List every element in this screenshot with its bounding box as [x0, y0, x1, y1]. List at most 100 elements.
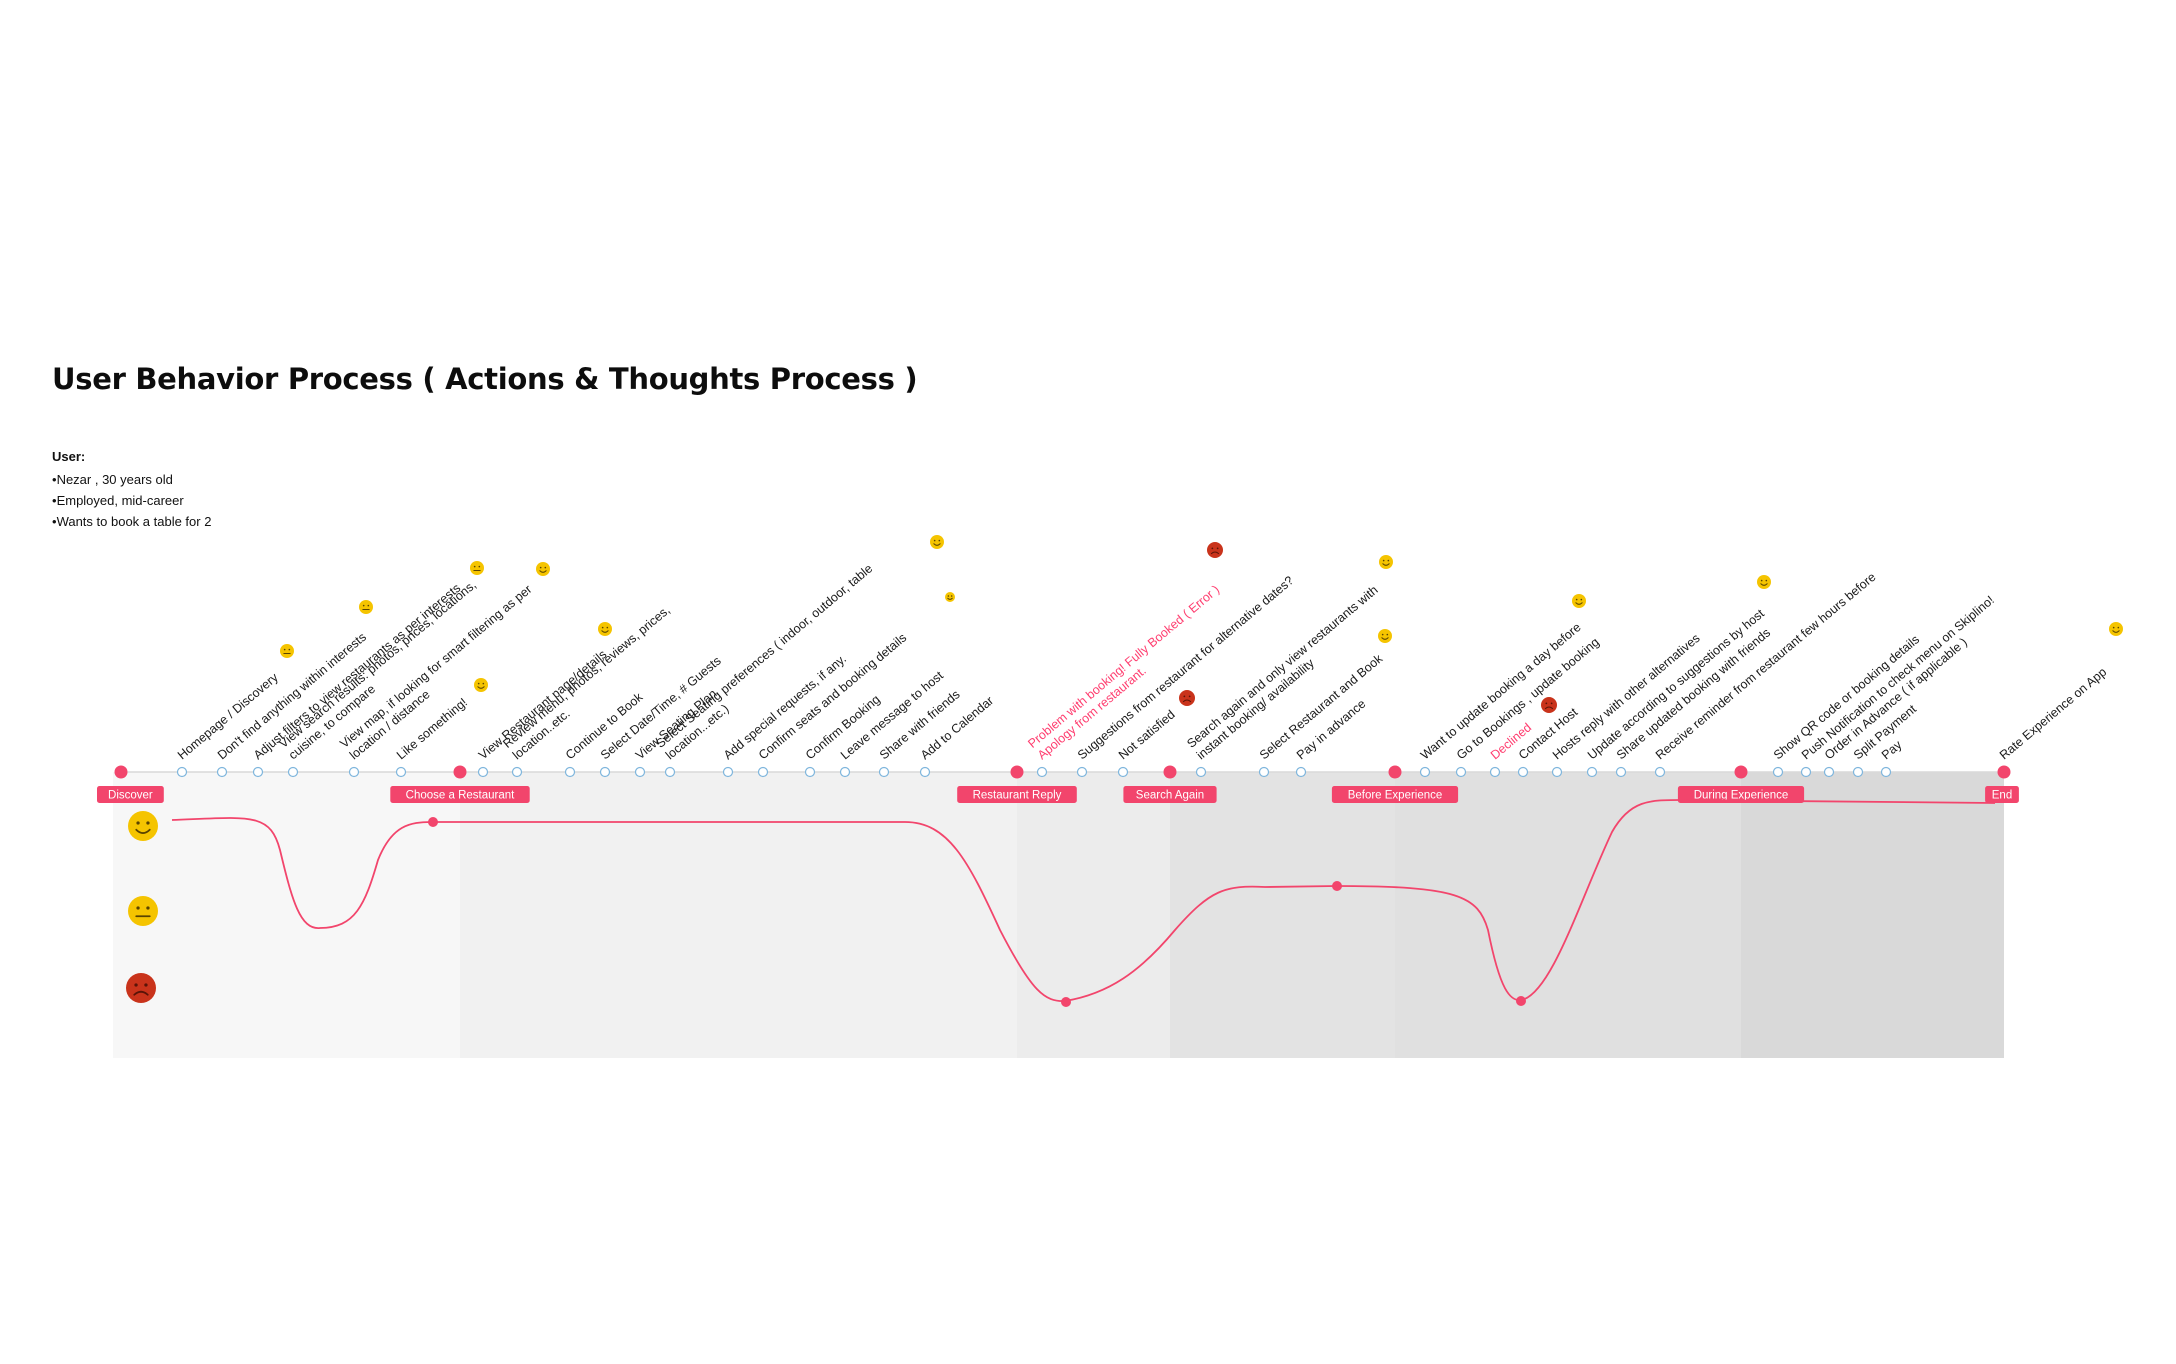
step-dot [878, 766, 890, 778]
step-dot [1295, 766, 1307, 778]
step-dot [1551, 766, 1563, 778]
step-dot [252, 766, 264, 778]
phase-marker: Choose a Restaurant [390, 765, 530, 803]
step-dot [511, 766, 523, 778]
step-label: Select Seating preferences ( indoor, out… [653, 561, 885, 762]
phase-marker: Search Again [1123, 765, 1217, 803]
phase-marker: Before Experience [1331, 765, 1459, 803]
step-dot [1036, 766, 1048, 778]
phase-dot [1388, 765, 1402, 779]
phase-pill [1123, 786, 1217, 803]
happy-mood-icon [474, 678, 488, 692]
emotion-point [1516, 996, 1526, 1006]
step-dot [1880, 766, 1892, 778]
emotion-point [428, 817, 438, 827]
step-dot [1517, 766, 1529, 778]
phase-label: Search Again [1136, 790, 1204, 802]
step-dot [664, 766, 676, 778]
journey-step: Pay [1879, 737, 1905, 778]
step-dot [216, 766, 228, 778]
page-title: User Behavior Process ( Actions & Though… [52, 362, 918, 396]
phase-label: Before Experience [1348, 790, 1443, 802]
happy-mood-icon [945, 592, 955, 602]
happy-mood-icon [1757, 575, 1771, 589]
step-dot [1615, 766, 1627, 778]
step-dot [757, 766, 769, 778]
step-dot [348, 766, 360, 778]
step-label: Suggestions from restaurant for alternat… [1075, 573, 1296, 762]
step-dot [1823, 766, 1835, 778]
phase-pill [1677, 786, 1805, 803]
happy-mood-icon [1379, 555, 1393, 569]
emotion-curve [171, 799, 1996, 1002]
step-dot [1800, 766, 1812, 778]
step-dot [1117, 766, 1129, 778]
journey-step: Rate Experience on App [1997, 622, 2123, 762]
user-heading: User: [52, 449, 86, 464]
happy-mood-icon [598, 622, 612, 636]
emotion-point [1061, 997, 1071, 1007]
phase-marker: Discover [97, 765, 164, 803]
phase-dot [1997, 765, 2011, 779]
happy-mood-icon [930, 535, 944, 549]
user-traits: Nezar , 30 years old Employed, mid-caree… [52, 469, 212, 532]
step-dot [804, 766, 816, 778]
emotion-scale [126, 811, 158, 1003]
angry-mood-icon [1541, 697, 1557, 713]
phase-pill [390, 786, 530, 803]
step-dot [564, 766, 576, 778]
angry-face-icon [126, 973, 156, 1003]
step-dot [1654, 766, 1666, 778]
phase-band [1170, 772, 1395, 1058]
user-trait: Wants to book a table for 2 [52, 511, 212, 532]
step-dot [287, 766, 299, 778]
step-dot [1419, 766, 1431, 778]
step-dot [477, 766, 489, 778]
step-dot [1195, 766, 1207, 778]
user-trait: Nezar , 30 years old [52, 469, 211, 490]
step-dot [1586, 766, 1598, 778]
phase-marker: During Experience [1677, 765, 1805, 803]
phase-pill [1331, 786, 1459, 803]
phase-list: Discover Choose a Restaurant Restaurant Re… [97, 765, 2019, 803]
phase-dot [1163, 765, 1177, 779]
happy-mood-icon [536, 562, 550, 576]
user-trait: Employed, mid-career [52, 490, 211, 511]
step-dot [395, 766, 407, 778]
user-profile: User: Nezar , 30 years old Employed, mid… [52, 446, 211, 532]
step-dot [1772, 766, 1784, 778]
phase-label: During Experience [1694, 790, 1789, 802]
journey-step: Add to Calendar [918, 694, 996, 778]
step-dot [176, 766, 188, 778]
phase-bands [113, 772, 2004, 1058]
phase-label: Restaurant Reply [973, 790, 1062, 802]
happy-mood-icon [2109, 622, 2123, 636]
phase-marker: Restaurant Reply [957, 765, 1077, 803]
step-dot [1455, 766, 1467, 778]
step-dot [839, 766, 851, 778]
phase-pill [97, 786, 164, 803]
angry-mood-icon [1207, 542, 1223, 558]
journey-step: Select Restaurant and Book [1257, 629, 1392, 778]
phase-dot [114, 765, 128, 779]
phase-band [113, 772, 460, 1058]
neutral-mood-icon [280, 644, 294, 658]
phase-dot [453, 765, 467, 779]
step-dot [599, 766, 611, 778]
journey-step: Pay in advance [1294, 697, 1368, 778]
phase-dot [1734, 765, 1748, 779]
step-dot [919, 766, 931, 778]
phase-pill [1985, 786, 2019, 803]
phase-pill [957, 786, 1077, 803]
phase-marker: End [1985, 765, 2019, 803]
step-dot [634, 766, 646, 778]
happy-face-icon [128, 811, 158, 841]
phase-label: Discover [108, 790, 153, 802]
emotion-point [1332, 881, 1342, 891]
neutral-mood-icon [359, 600, 373, 614]
step-dot [1489, 766, 1501, 778]
step-dot [722, 766, 734, 778]
step-label: Rate Experience on App [1997, 665, 2109, 762]
